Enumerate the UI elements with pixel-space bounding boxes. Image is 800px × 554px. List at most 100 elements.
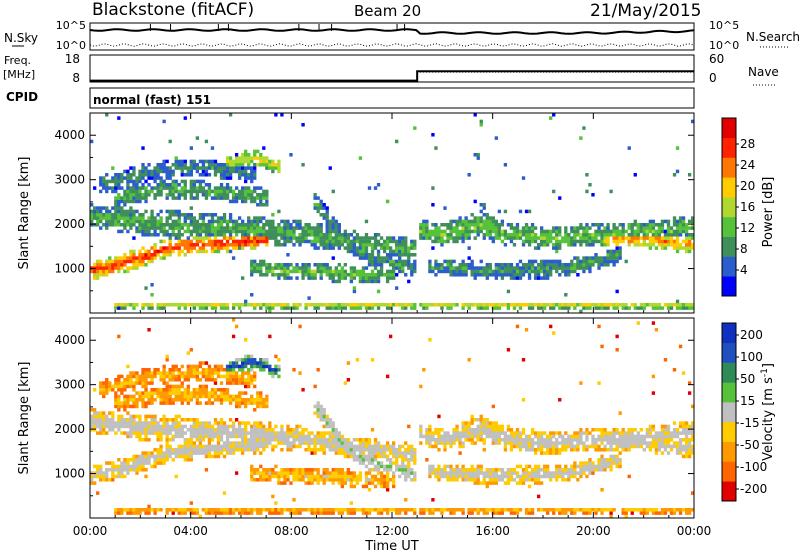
heatmap-cell (328, 421, 332, 425)
heatmap-cell (162, 458, 166, 462)
heatmap-cell (195, 186, 200, 190)
heatmap-cell (204, 226, 209, 230)
heatmap-cell (129, 249, 133, 254)
heatmap-cell (153, 454, 157, 459)
heatmap-cell (99, 384, 103, 389)
heatmap-cell (256, 263, 260, 267)
heatmap-cell (473, 229, 477, 234)
heatmap-cell (482, 418, 486, 422)
heatmap-cell (153, 374, 157, 379)
heatmap-cell (373, 276, 378, 280)
heatmap-cell (244, 421, 248, 425)
heatmap-cell (114, 216, 118, 220)
heatmap-cell (283, 468, 287, 472)
heatmap-cell (102, 381, 106, 385)
heatmap-cell (509, 471, 514, 475)
heatmap-cell (413, 243, 417, 247)
heatmap-cell (678, 216, 683, 220)
heatmap-cell (473, 219, 477, 224)
heatmap-cell (370, 249, 375, 254)
heatmap-cell (192, 394, 196, 399)
heatmap-cell (180, 233, 184, 237)
heatmap-cell (660, 246, 665, 250)
heatmap-cell (452, 236, 456, 240)
heatmap-cell (491, 303, 495, 307)
heatmap-cell (660, 306, 665, 310)
heatmap-cell (219, 166, 224, 170)
heatmap-cell (231, 236, 236, 240)
heatmap-cell (497, 434, 502, 439)
heatmap-cell (437, 428, 441, 432)
heatmap-cell (539, 233, 544, 237)
heatmap-cell (222, 508, 227, 512)
heatmap-cell (204, 508, 209, 512)
heatmap-cell (588, 303, 592, 307)
heatmap-cell (174, 166, 178, 170)
heatmap-cell (138, 378, 142, 382)
heatmap-cell (162, 394, 166, 399)
heatmap-cell (277, 159, 281, 164)
heatmap-cell (367, 273, 372, 277)
heatmap-cell (265, 189, 269, 194)
heatmap-cell (271, 269, 275, 274)
heatmap-cell (250, 173, 254, 177)
heatmap-cell (162, 226, 166, 230)
heatmap-cell (141, 431, 145, 435)
heatmap-cell (198, 306, 203, 310)
heatmap-cell (108, 216, 112, 220)
heatmap-cell (165, 381, 169, 385)
heatmap-cell (518, 276, 523, 280)
heatmap-cell (500, 511, 505, 515)
heatmap-cell (319, 508, 323, 512)
heatmap-cell (247, 163, 251, 167)
heatmap-cell (543, 229, 547, 234)
heatmap-cell (343, 381, 347, 385)
heatmap-cell (407, 263, 411, 267)
heatmap-cell (546, 243, 550, 247)
heatmap-cell (425, 219, 429, 224)
heatmap-cell (237, 424, 242, 429)
heatmap-cell (231, 424, 236, 429)
heatmap-cell (464, 424, 468, 429)
heatmap-cell (379, 243, 384, 247)
heatmap-cell (268, 468, 272, 472)
heatmap-cell (585, 233, 589, 237)
heatmap-cell (506, 236, 511, 240)
heatmap-cell (334, 451, 338, 455)
heatmap-cell (497, 303, 502, 307)
heatmap-cell (111, 206, 115, 210)
heatmap-cell (467, 246, 471, 250)
heatmap-cell (268, 263, 272, 267)
heatmap-cell (141, 216, 145, 220)
heatmap-cell (99, 478, 103, 482)
heatmap-cell (253, 189, 257, 194)
heatmap-cell (690, 216, 695, 220)
heatmap-cell (234, 404, 239, 409)
heatmap-cell (171, 388, 175, 392)
heatmap-cell (105, 468, 109, 472)
heatmap-cell (576, 263, 580, 267)
heatmap-cell (268, 424, 272, 429)
heatmap-cell (117, 424, 121, 429)
heatmap-cell (328, 306, 332, 310)
heatmap-cell (615, 259, 619, 264)
heatmap-cell (506, 428, 511, 432)
power-colorbar-label: Power [dB] (761, 177, 776, 248)
heatmap-cell (216, 229, 221, 234)
heatmap-cell (446, 431, 450, 435)
heatmap-cell (277, 166, 281, 170)
heatmap-cell (135, 186, 139, 190)
heatmap-cell (195, 163, 200, 167)
heatmap-cell (247, 508, 251, 512)
heatmap-cell (467, 256, 471, 260)
heatmap-cell (337, 263, 341, 267)
heatmap-cell (241, 378, 245, 382)
heatmap-cell (464, 233, 468, 237)
heatmap-cell (458, 444, 462, 449)
heatmap-cell (96, 206, 100, 210)
heatmap-cell (485, 418, 489, 422)
heatmap-cell (186, 229, 190, 234)
heatmap-cell (105, 113, 109, 117)
heatmap-cell (274, 464, 278, 469)
heatmap-cell (506, 468, 511, 472)
